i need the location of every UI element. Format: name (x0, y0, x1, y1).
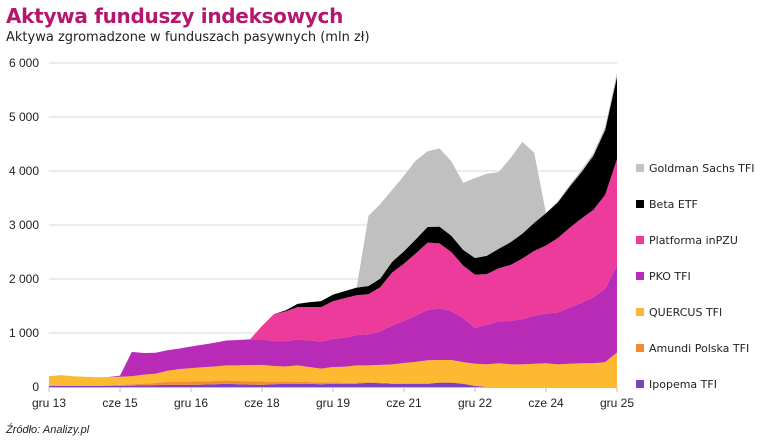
legend-swatch (636, 200, 644, 208)
x-tick-label: cze 18 (244, 396, 280, 410)
source-note: Źródło: Analizy.pl (6, 424, 90, 436)
legend-label: PKO TFI (649, 269, 691, 283)
area-layers (49, 72, 617, 387)
legend-label: Amundi Polska TFI (649, 341, 750, 355)
legend-swatch (636, 344, 644, 352)
y-tick-label: 4 000 (9, 164, 39, 178)
y-tick-label: 1 000 (9, 326, 39, 340)
x-tick-label: gru 22 (458, 396, 492, 410)
x-tick-label: gru 13 (32, 396, 66, 410)
x-tick-label: cze 21 (386, 396, 422, 410)
x-tick-label: gru 19 (316, 396, 350, 410)
y-tick-label: 0 (32, 380, 39, 394)
legend-swatch (636, 272, 644, 280)
legend-item: QUERCUS TFI (636, 294, 764, 330)
area-platforma-inpzu (49, 159, 617, 378)
legend-item: PKO TFI (636, 258, 764, 294)
legend-item: Ipopema TFI (636, 366, 764, 402)
x-tick-label: cze 15 (102, 396, 138, 410)
area-quercus-tfi (49, 352, 617, 387)
legend: Goldman Sachs TFI Beta ETF Platforma inPZU… (636, 150, 764, 402)
y-tick-label: 6 000 (9, 56, 39, 70)
y-tick-label: 5 000 (9, 110, 39, 124)
legend-label: Ipopema TFI (649, 377, 717, 391)
y-tick-label: 2 000 (9, 272, 39, 286)
legend-item: Platforma inPZU (636, 222, 764, 258)
legend-item: Beta ETF (636, 186, 764, 222)
chart-title: Aktywa funduszy indeksowych (6, 4, 344, 28)
area-goldman-sachs-tfi (49, 72, 617, 378)
area-amundi-polska-tfi (49, 380, 617, 387)
legend-label: Beta ETF (649, 197, 698, 211)
chart-subtitle: Aktywa zgromadzone w funduszach pasywnyc… (6, 30, 370, 45)
legend-label: Goldman Sachs TFI (649, 161, 755, 175)
legend-swatch (636, 236, 644, 244)
legend-label: Platforma inPZU (649, 233, 738, 247)
legend-label: QUERCUS TFI (649, 305, 723, 319)
legend-item: Goldman Sachs TFI (636, 150, 764, 186)
area-ipopema-tfi (49, 382, 617, 387)
legend-swatch (636, 164, 644, 172)
x-tick-label: gru 25 (600, 396, 634, 410)
x-tick-label: gru 16 (174, 396, 208, 410)
legend-swatch (636, 308, 644, 316)
x-tick-label: cze 24 (528, 396, 564, 410)
legend-item: Amundi Polska TFI (636, 330, 764, 366)
legend-swatch (636, 380, 644, 388)
area-pko-tfi (49, 266, 617, 378)
axes: 0 1 000 2 000 3 000 4 000 5 000 6 000 gru 13 cze… (9, 56, 634, 410)
y-tick-label: 3 000 (9, 218, 39, 232)
